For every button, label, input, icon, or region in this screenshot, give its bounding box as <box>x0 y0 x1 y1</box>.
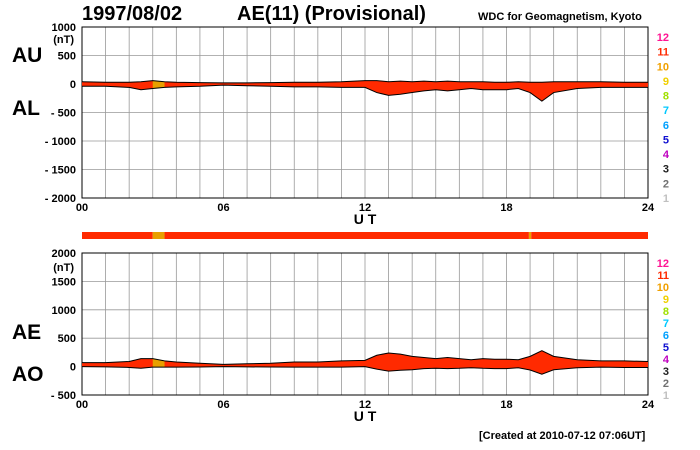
panel-1-side-label-au: AU <box>12 44 42 67</box>
activity-bar-segment <box>164 232 529 239</box>
panel-2-y-unit-label: (nT) <box>53 262 74 274</box>
panel-1-band-area-10 <box>152 80 165 89</box>
panel-1-xtick-label: 18 <box>500 202 512 214</box>
panel-1-xtick-label: 00 <box>76 202 88 214</box>
chart-title: AE(11) (Provisional) <box>237 3 426 25</box>
panel-1-ytick-label: - 1000 <box>45 136 76 148</box>
panel-1-station-scale-label: 1 <box>663 193 669 205</box>
panel-1-xtick-label: 12 <box>359 202 371 214</box>
panel-2-station-scale-label: 9 <box>663 294 669 306</box>
panel-1-station-scale-label: 8 <box>663 91 669 103</box>
activity-bar-segment <box>82 232 153 239</box>
panel-2-ytick-label: 500 <box>58 333 76 345</box>
panel-1-series-line-au <box>81 80 648 84</box>
panel-1-ytick-label: 500 <box>58 51 76 63</box>
panel-2-xtick-label: 12 <box>359 399 371 411</box>
panel-1-station-scale-label: 4 <box>663 149 670 161</box>
panel-1-band-area <box>82 80 648 102</box>
panel-1-station-scale-label: 10 <box>657 61 669 73</box>
panel-1-xtick-label: 24 <box>642 202 655 214</box>
panel-2-frame <box>81 252 649 396</box>
panel-2-ytick-label: 1500 <box>52 276 76 288</box>
panel-1-station-scale-label: 3 <box>663 164 669 176</box>
panel-2-side-label-ae: AE <box>12 321 41 344</box>
organization-label: WDC for Geomagnetism, Kyoto <box>478 11 642 23</box>
panel-1-station-scale-label: 2 <box>663 178 669 190</box>
panel-2-xtick-label: 00 <box>76 399 88 411</box>
created-timestamp: [Created at 2010-07-12 07:06UT] <box>479 430 646 442</box>
panel-1-ytick-label: - 2000 <box>45 193 76 205</box>
panel-2-station-scale-label: 7 <box>663 318 669 330</box>
panel-2-side-label-ao: AO <box>12 363 44 386</box>
panel-2-station-scale-label: 8 <box>663 306 669 318</box>
panel-2-station-scale-label: 11 <box>657 270 669 282</box>
panel-1-ytick-label: 0 <box>70 79 76 91</box>
panel-1-frame <box>81 26 649 199</box>
panel-2-xtick-label: 06 <box>217 399 229 411</box>
panel-1-station-scale-label: 9 <box>663 76 669 88</box>
activity-bar-segment <box>528 232 532 239</box>
panel-2-ytick-label: 2000 <box>52 248 76 260</box>
panel-2-station-scale-label: 12 <box>657 258 669 270</box>
panel-2-station-scale-label: 10 <box>657 282 669 294</box>
panel-2-ytick-label: - 500 <box>51 390 76 402</box>
panel-2-series-line-ae <box>82 350 649 365</box>
panel-1-ytick-label: - 500 <box>51 108 76 120</box>
panel-1-station-scale-label: 7 <box>663 105 669 117</box>
panel-2-station-scale-label: 3 <box>663 366 669 378</box>
panel-1-station-scale-label: 11 <box>657 47 669 59</box>
chart-date: 1997/08/02 <box>82 3 183 25</box>
panel-1-y-unit-label: (nT) <box>53 34 74 46</box>
panel-2-x-axis-label: U T <box>354 408 377 424</box>
panel-1-station-scale-label: 12 <box>657 32 669 44</box>
activity-bar-segment <box>531 232 648 239</box>
panel-2-station-scale-label: 6 <box>663 330 669 342</box>
panel-1-xtick-label: 06 <box>217 202 229 214</box>
panel-2-xtick-label: 18 <box>500 399 512 411</box>
panel-2-station-scale-label: 1 <box>663 390 669 402</box>
panel-1-side-label-al: AL <box>12 97 40 120</box>
panel-2-station-scale-label: 5 <box>663 342 669 354</box>
panel-1-station-scale-label: 5 <box>663 134 669 146</box>
activity-bar-segment <box>152 232 165 239</box>
panel-2-ytick-label: 0 <box>70 362 76 374</box>
panel-1-station-scale-label: 6 <box>663 120 669 132</box>
panel-1-series-line-al <box>82 84 648 102</box>
panel-1-ytick-label: 1000 <box>52 22 76 34</box>
panel-2-station-scale-label: 2 <box>663 378 669 390</box>
panel-1-x-axis-label: U T <box>354 211 377 227</box>
panel-2-station-scale-label: 4 <box>663 354 670 366</box>
panel-2-series-line-ao <box>81 366 648 375</box>
panel-2-ytick-label: 1000 <box>52 305 76 317</box>
panel-2-xtick-label: 24 <box>642 399 655 411</box>
panel-1-ytick-label: - 1500 <box>45 165 76 177</box>
